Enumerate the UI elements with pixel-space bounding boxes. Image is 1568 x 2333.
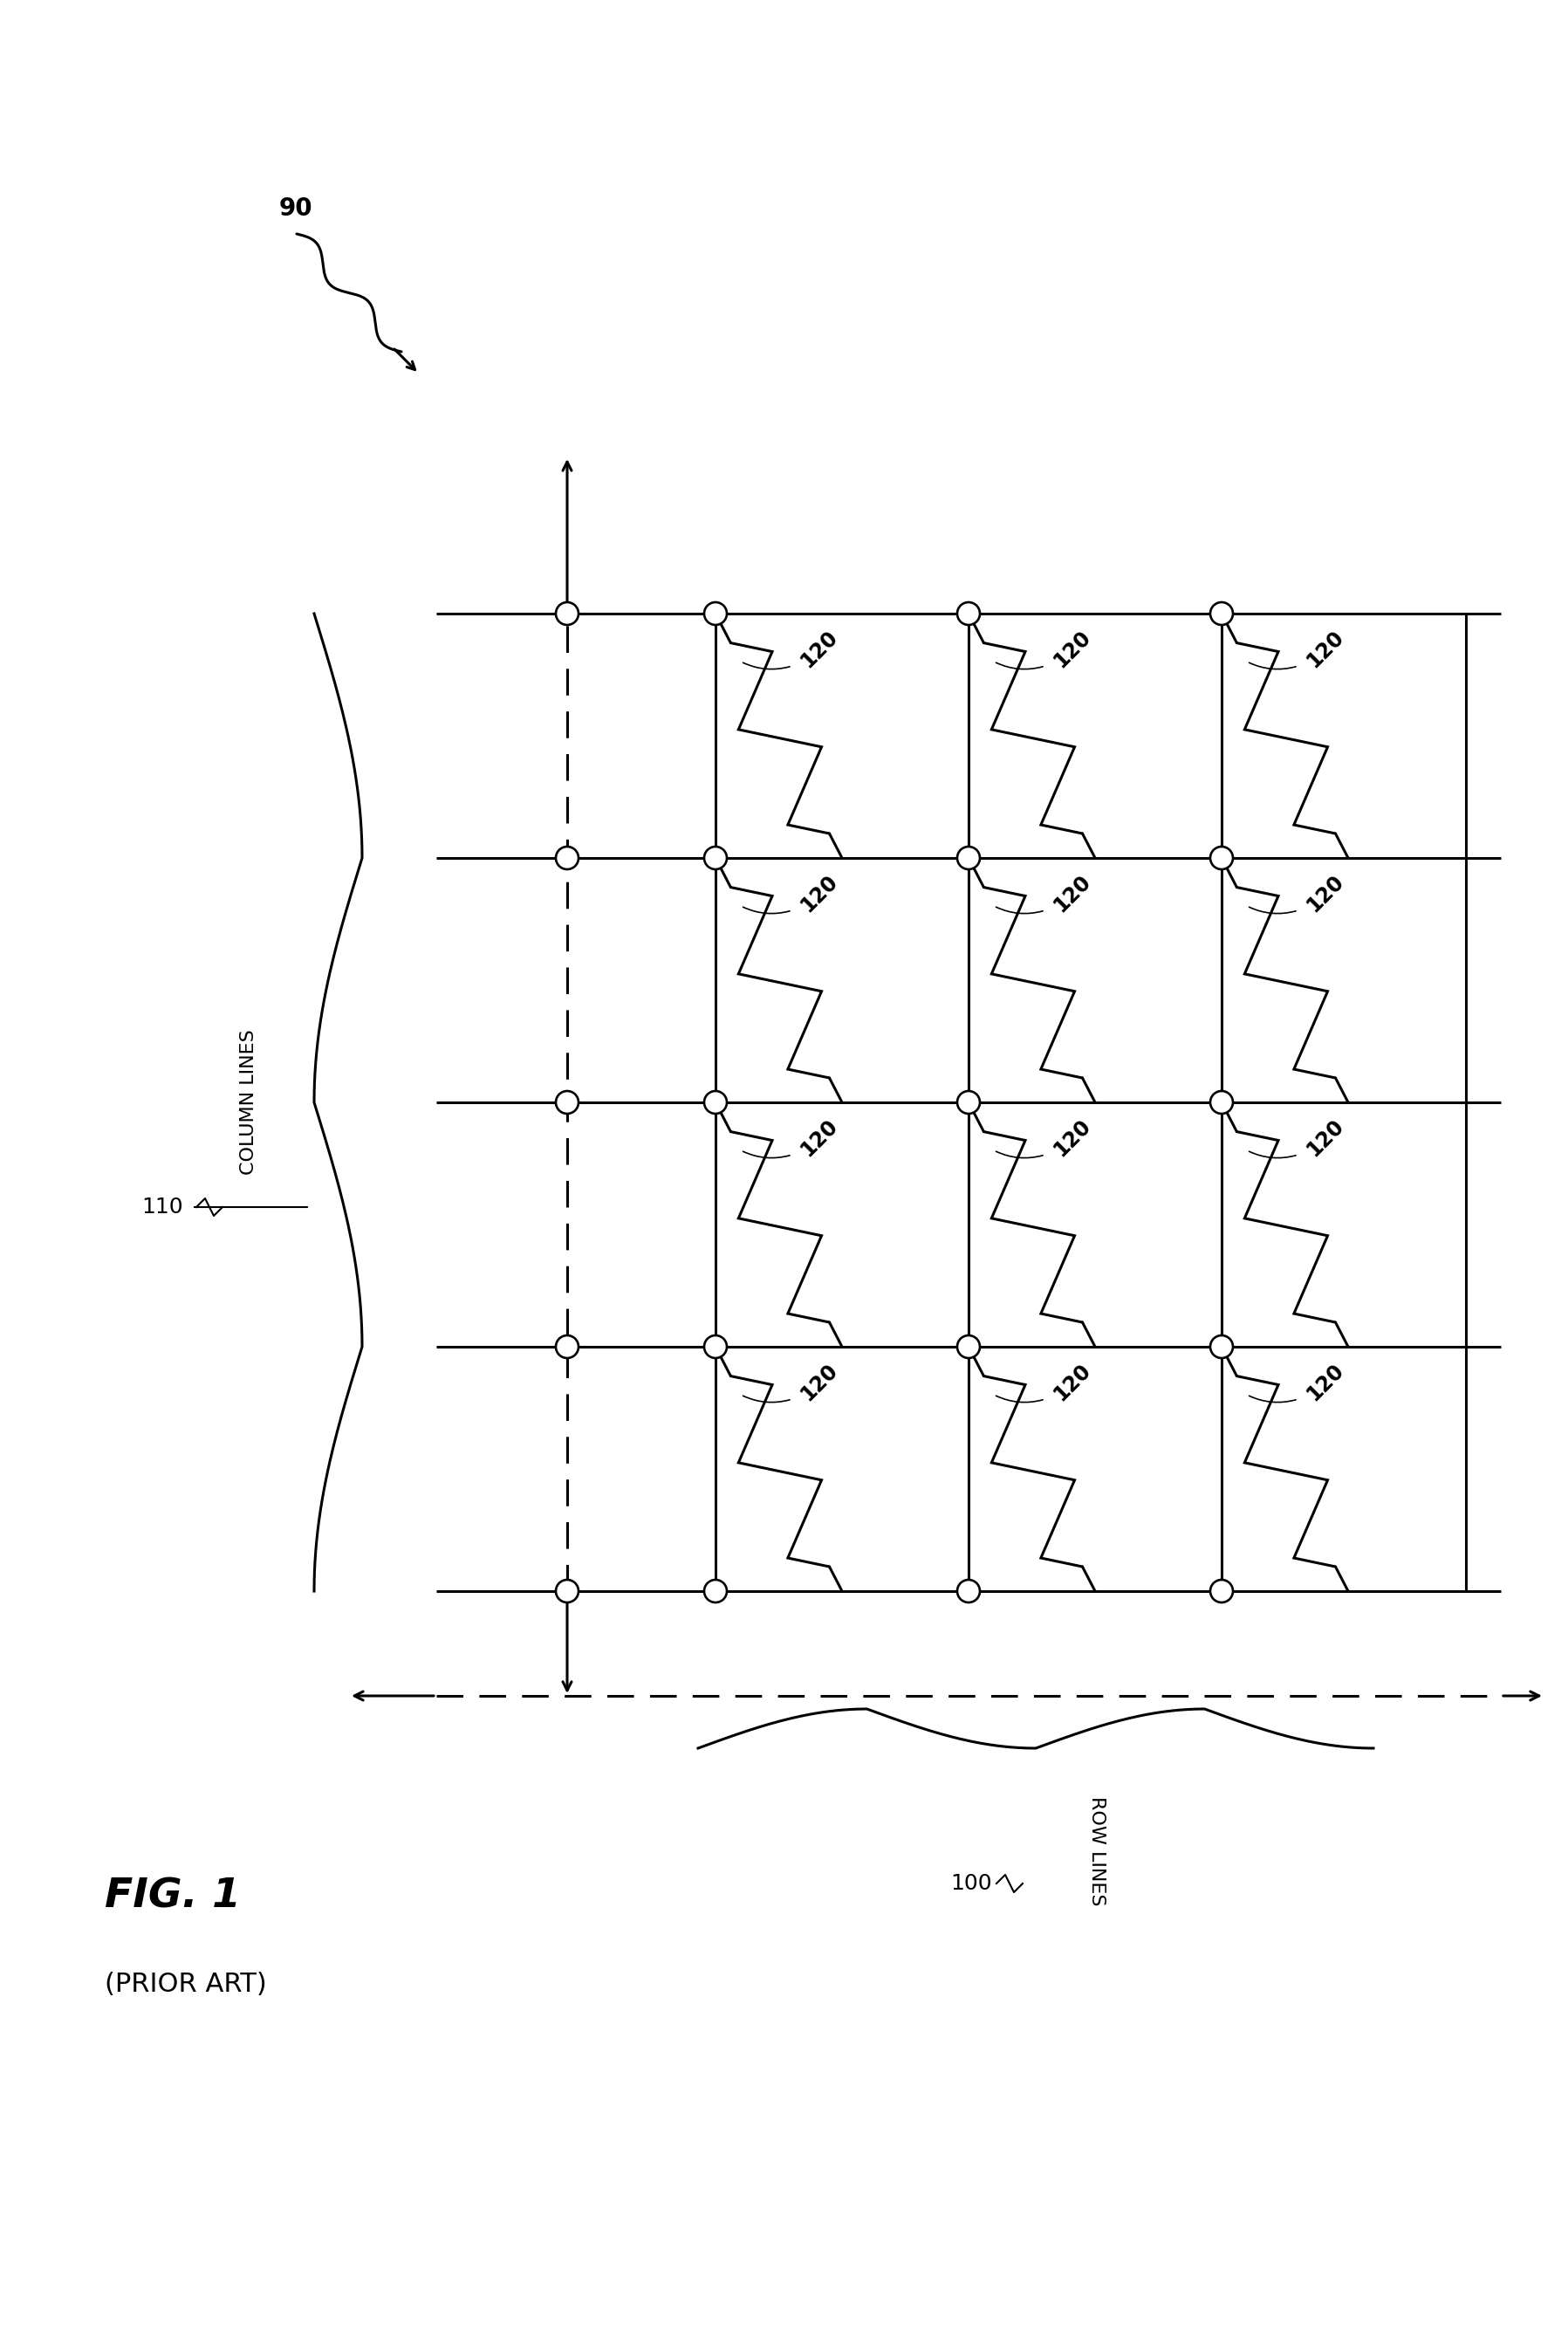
Text: 120: 120 bbox=[1303, 628, 1348, 672]
Circle shape bbox=[555, 602, 579, 625]
Circle shape bbox=[704, 1092, 728, 1113]
Text: 90: 90 bbox=[279, 196, 314, 222]
Text: 110: 110 bbox=[141, 1197, 183, 1218]
Circle shape bbox=[555, 1579, 579, 1603]
Text: 120: 120 bbox=[797, 870, 842, 917]
Text: 120: 120 bbox=[1049, 1115, 1094, 1160]
Text: 120: 120 bbox=[1303, 870, 1348, 917]
Circle shape bbox=[704, 602, 728, 625]
Circle shape bbox=[1210, 847, 1232, 870]
Circle shape bbox=[956, 1092, 980, 1113]
Text: 120: 120 bbox=[797, 1115, 842, 1160]
Text: 120: 120 bbox=[1303, 1115, 1348, 1160]
Circle shape bbox=[704, 847, 728, 870]
Circle shape bbox=[555, 1092, 579, 1113]
Circle shape bbox=[1210, 1092, 1232, 1113]
Text: 120: 120 bbox=[797, 628, 842, 672]
Text: FIG. 1: FIG. 1 bbox=[105, 1878, 241, 1915]
Text: 120: 120 bbox=[797, 1360, 842, 1404]
Circle shape bbox=[555, 1334, 579, 1358]
Circle shape bbox=[956, 1334, 980, 1358]
Text: (PRIOR ART): (PRIOR ART) bbox=[105, 1971, 267, 1997]
Circle shape bbox=[1210, 1334, 1232, 1358]
Circle shape bbox=[1210, 1579, 1232, 1603]
Text: 120: 120 bbox=[1049, 1360, 1094, 1404]
Text: 100: 100 bbox=[950, 1873, 993, 1894]
Text: 120: 120 bbox=[1049, 628, 1094, 672]
Text: COLUMN LINES: COLUMN LINES bbox=[240, 1029, 257, 1176]
Circle shape bbox=[956, 602, 980, 625]
Text: 120: 120 bbox=[1049, 870, 1094, 917]
Circle shape bbox=[704, 1334, 728, 1358]
Circle shape bbox=[1210, 602, 1232, 625]
Circle shape bbox=[956, 847, 980, 870]
Circle shape bbox=[555, 847, 579, 870]
Circle shape bbox=[956, 1579, 980, 1603]
Text: ROW LINES: ROW LINES bbox=[1088, 1796, 1105, 1906]
Circle shape bbox=[704, 1579, 728, 1603]
Text: 120: 120 bbox=[1303, 1360, 1348, 1404]
